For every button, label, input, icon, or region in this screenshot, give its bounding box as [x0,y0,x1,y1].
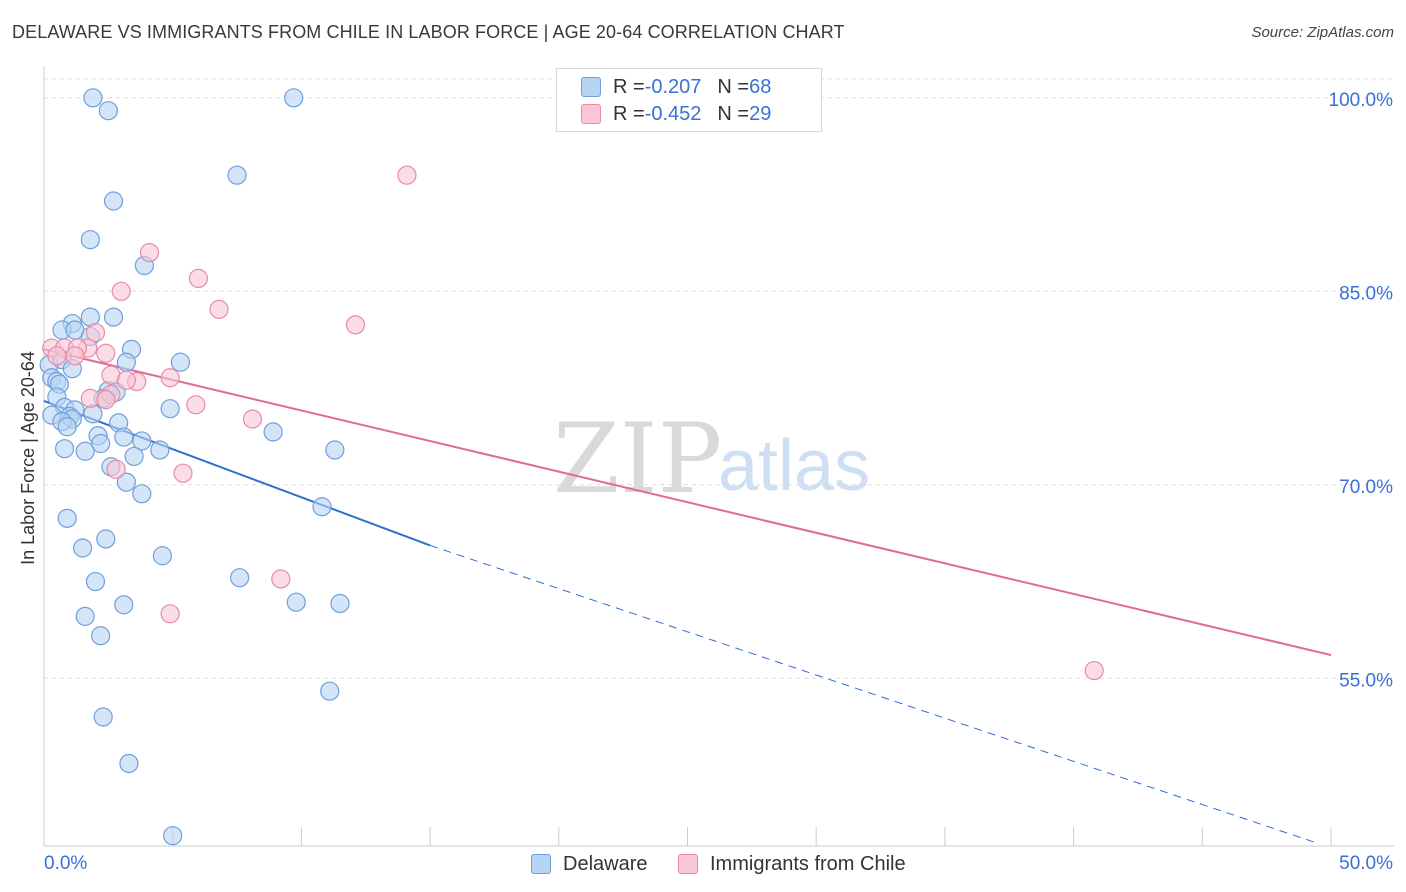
delaware-point [57,508,77,528]
delaware-trendline [43,400,431,547]
chile-point [160,604,180,624]
delaware-point [230,568,250,588]
delaware-point [75,606,95,626]
chile-point [96,390,116,410]
legend-n-value-chile: 29 [749,102,772,125]
delaware-point [103,307,124,327]
y-tick-label: 55.0% [1339,670,1393,691]
chile-trendline [43,348,1332,657]
y-tick-label: 100.0% [1329,90,1394,111]
chile-point [47,346,67,366]
chile-point [111,281,131,301]
legend-swatch-chile [581,104,601,124]
delaware-point [116,472,136,492]
bottom-legend-swatch-chile [678,854,698,874]
delaware-point [312,497,332,517]
delaware-point [57,417,77,437]
grid-lines [44,78,1394,679]
watermark-atlas: atlas [718,426,870,506]
bottom-legend-label-chile: Immigrants from Chile [710,852,906,875]
delaware-point [132,484,152,504]
delaware-point [170,352,191,372]
chile-point [116,370,136,390]
delaware-point [98,101,118,121]
chile-point [345,315,366,335]
delaware-point [91,626,111,646]
delaware-point [91,433,111,454]
x-tick-label: 50.0% [1339,853,1393,874]
delaware-point [320,681,340,701]
chile-point [173,463,193,483]
trendlines [43,348,1332,844]
chile-point [209,299,229,319]
delaware-point [116,352,136,372]
delaware-point [163,826,183,846]
legend-row-delaware: R = -0.207 N = 68 [581,75,771,99]
delaware-point [124,446,144,467]
delaware-trendline [429,544,1319,844]
delaware-point [150,440,170,460]
delaware-point [286,592,306,612]
legend-n-label: N = [717,102,750,125]
chile-point [188,268,209,288]
chile-point [106,459,126,479]
legend-n-value-delaware: 68 [749,75,772,98]
axes [43,66,1394,847]
legend-swatch-delaware [581,77,601,97]
chart-title: DELAWARE VS IMMIGRANTS FROM CHILE IN LAB… [12,22,845,42]
delaware-point [160,399,180,419]
x-tick-labels: 0.0% 50.0% [44,853,1393,874]
delaware-point [152,546,173,566]
chile-point [85,322,106,343]
chile-point [397,165,417,185]
y-tick-label: 85.0% [1339,283,1393,304]
chile-point [139,243,160,263]
delaware-point [325,440,345,460]
x-tick-label: 0.0% [44,853,87,874]
watermark: ZIP atlas [553,403,870,515]
bottom-legend-chile: Immigrants from Chile [678,851,906,877]
legend-r-value-chile: -0.452 [644,102,702,125]
bottom-legend-swatch-delaware [531,854,551,874]
y-axis-label: In Labor Force | Age 20-64 [18,351,38,565]
delaware-point [330,593,350,614]
delaware-point [114,427,134,447]
stats-legend: R = -0.207 N = 68 R = -0.452 N = 29 [556,68,822,132]
chile-point [96,343,116,363]
delaware-point [132,431,152,451]
delaware-point [80,230,100,250]
delaware-point [119,753,139,774]
chile-point [186,395,206,415]
delaware-point [114,595,134,615]
legend-r-value-delaware: -0.207 [644,75,702,98]
watermark-zip: ZIP [553,403,722,515]
delaware-point [96,529,116,549]
legend-row-chile: R = -0.452 N = 29 [581,102,771,126]
legend-n-label: N = [717,75,750,98]
delaware-point [227,165,247,185]
bottom-legend-delaware: Delaware [531,851,647,877]
legend-r-label: R = [613,75,645,98]
chile-point [242,409,263,429]
data-points [39,88,1104,846]
delaware-point [54,439,75,459]
chile-point [65,346,85,366]
delaware-point [263,422,283,442]
source-label: Source: ZipAtlas.com [1251,24,1394,41]
delaware-point [73,538,93,558]
chile-point [1084,660,1104,681]
delaware-point [75,441,95,461]
delaware-point [284,88,304,108]
delaware-point [93,707,113,727]
bottom-legend-label-delaware: Delaware [563,852,648,875]
chile-point [160,368,180,388]
delaware-point [85,571,106,592]
delaware-point [103,191,124,211]
y-tick-label: 70.0% [1339,477,1393,498]
y-tick-labels: 55.0% 70.0% 85.0% 100.0% [1329,90,1394,691]
chile-point [271,569,291,589]
delaware-point [83,88,103,108]
legend-r-label: R = [613,102,645,125]
